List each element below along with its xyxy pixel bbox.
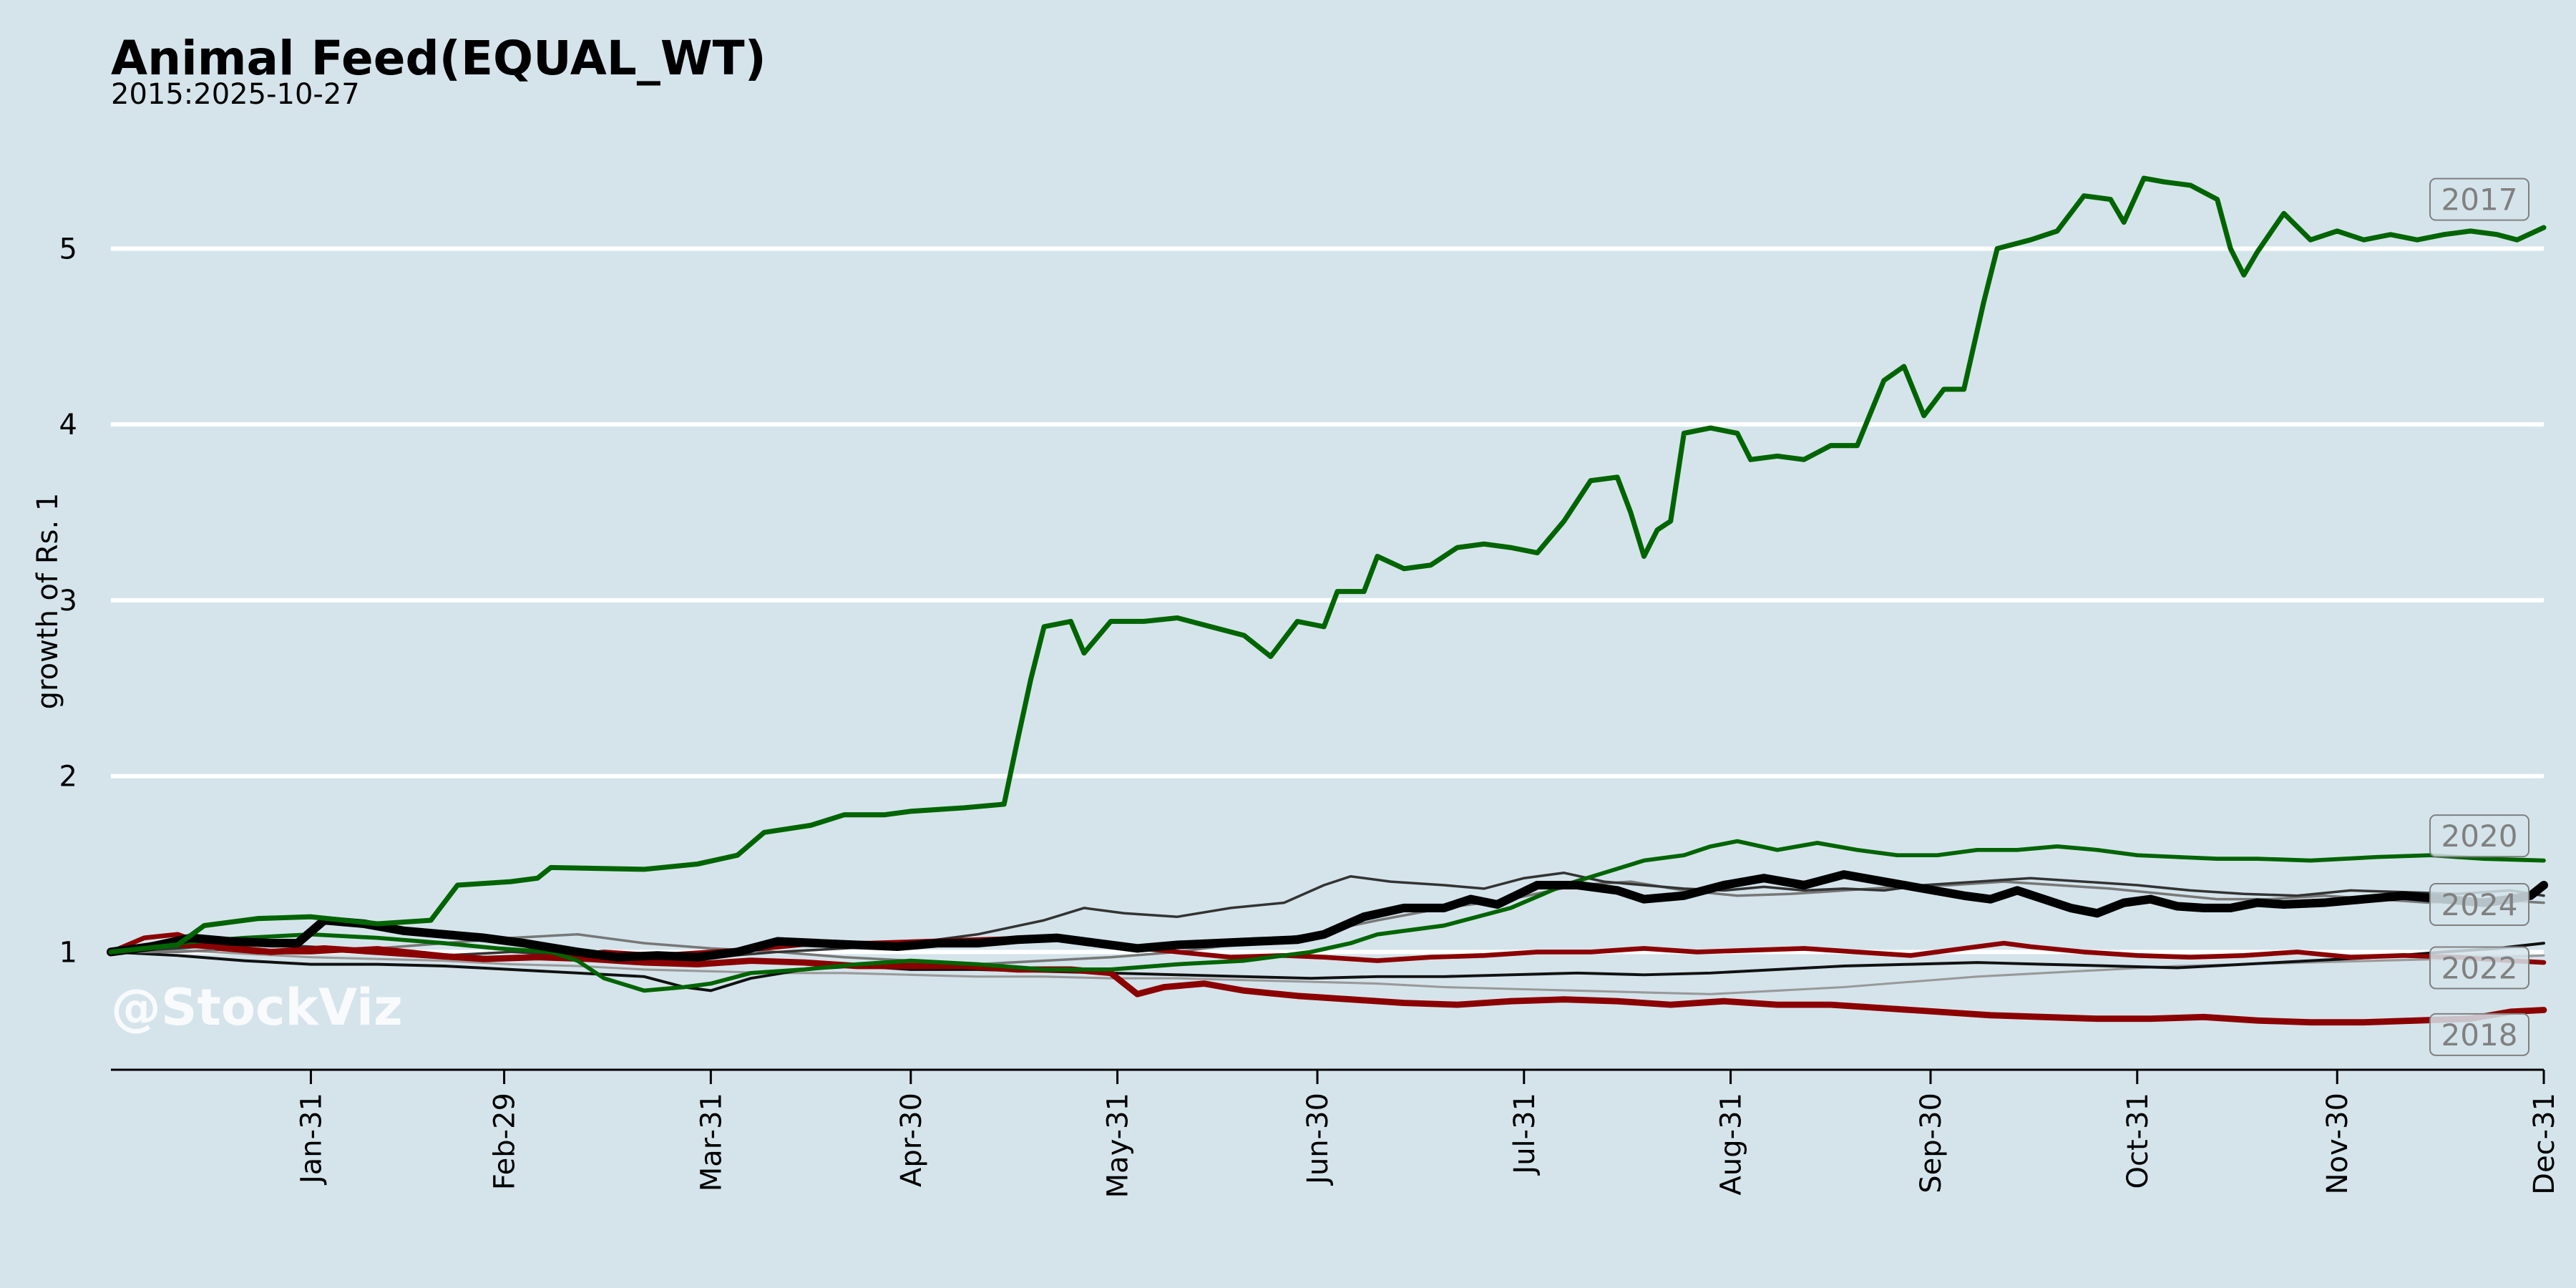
series-line-2017 xyxy=(108,175,2547,955)
x-tick-label-Apr-30: Apr-30 xyxy=(895,1093,928,1187)
x-tick-label-Dec-31: Dec-31 xyxy=(2528,1093,2561,1195)
x-tick-label-Oct-31: Oct-31 xyxy=(2122,1093,2155,1189)
x-tick-label-Feb-29: Feb-29 xyxy=(489,1093,522,1190)
y-tick-label-1: 1 xyxy=(59,936,77,969)
y-tick-label-2: 2 xyxy=(59,761,77,794)
x-tick-label-May-31: May-31 xyxy=(1102,1093,1135,1198)
y-axis-label: growth of Rs. 1 xyxy=(31,493,64,710)
end-label-box-2024 xyxy=(2429,883,2529,927)
end-label-2018: 2018 xyxy=(2441,1018,2518,1053)
y-tick-label-3: 3 xyxy=(59,585,77,618)
end-label-box-2018 xyxy=(2429,1013,2529,1056)
x-axis: Jan-31 Feb-29 Mar-31 Apr-30 May-31 Jun-30 Jul-… xyxy=(111,1068,2561,1198)
grid xyxy=(111,246,2544,955)
chart-title: Animal Feed(EQUAL_WT) xyxy=(111,31,766,86)
series-line-other-c xyxy=(109,942,2545,992)
x-tick-label-Jun-30: Jun-30 xyxy=(1302,1093,1335,1186)
x-tick-label-Nov-30: Nov-30 xyxy=(2321,1093,2354,1194)
series-lines xyxy=(106,175,2549,1026)
end-label-box-2020 xyxy=(2429,814,2529,858)
end-label-2020: 2020 xyxy=(2441,819,2518,854)
end-label-box-2022 xyxy=(2429,946,2529,990)
series-line-2022 xyxy=(108,932,2547,965)
x-tick-label-Mar-31: Mar-31 xyxy=(695,1093,728,1191)
end-label-2024: 2024 xyxy=(2441,887,2518,922)
x-tick-label-Jul-31: Jul-31 xyxy=(1508,1093,1541,1176)
y-tick-label-4: 4 xyxy=(59,409,77,441)
y-tick-label-5: 5 xyxy=(59,233,77,265)
series-line-2024 xyxy=(106,870,2549,962)
chart-subtitle: 2015:2025-10-27 xyxy=(111,78,360,111)
series-line-2020 xyxy=(109,839,2546,993)
x-tick-label-Sep-30: Sep-30 xyxy=(1915,1093,1948,1194)
end-label-box-2017 xyxy=(2429,177,2529,221)
end-label-2022: 2022 xyxy=(2441,950,2518,985)
watermark: @StockViz xyxy=(111,978,403,1037)
x-tick-label-Jan-31: Jan-31 xyxy=(295,1093,328,1186)
x-tick-label-Aug-31: Aug-31 xyxy=(1715,1093,1748,1195)
end-label-2017: 2017 xyxy=(2441,182,2518,218)
y-axis: 1 2 3 4 5 xyxy=(59,233,77,969)
end-labels: 2017 2020 2024 2022 2018 xyxy=(2429,177,2529,1056)
